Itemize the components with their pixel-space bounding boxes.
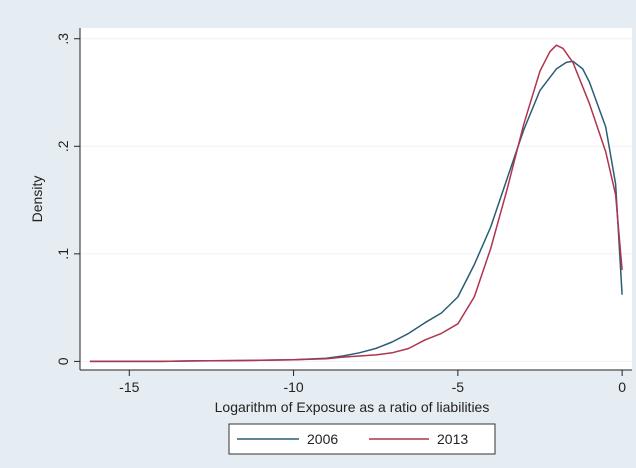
y-tick-label: .1 (55, 248, 71, 260)
axes (79, 28, 632, 371)
legend: 2006 2013 (228, 423, 496, 455)
x-tick-label: -15 (119, 379, 139, 395)
x-tick-label: -5 (452, 379, 465, 395)
x-tick-label: 0 (618, 379, 626, 395)
y-tick-label: 0 (55, 357, 71, 365)
series-lines (89, 44, 623, 363)
plot-area (80, 28, 632, 370)
y-tick-label: .3 (55, 33, 71, 45)
legend-label-2013: 2013 (437, 431, 468, 447)
legend-label-2006: 2006 (307, 431, 338, 447)
y-axis-ticks: 0 .1 .2 .3 (55, 33, 80, 365)
y-tick-label: .2 (55, 140, 71, 152)
x-axis-title: Logarithm of Exposure as a ratio of liab… (215, 399, 490, 415)
x-tick-label: -10 (283, 379, 303, 395)
y-axis-title: Density (29, 176, 45, 223)
x-axis-ticks: -15 -10 -5 0 (119, 370, 626, 395)
series-line-2013 (89, 44, 623, 363)
